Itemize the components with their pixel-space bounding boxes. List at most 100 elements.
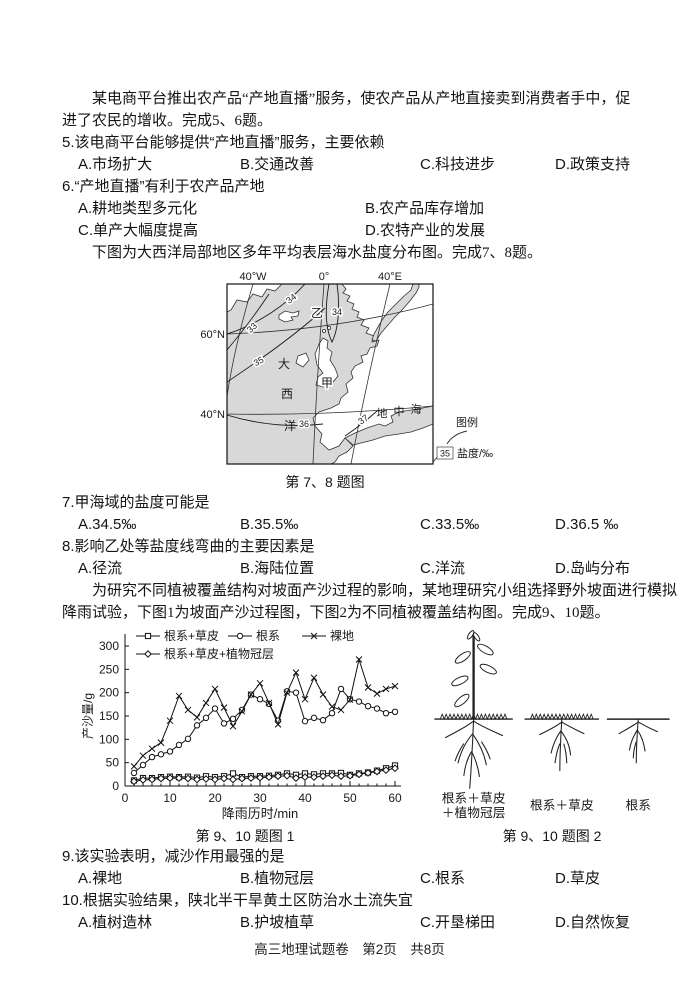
marker-diamond: [238, 774, 246, 783]
legend-sample-box: [436, 446, 454, 460]
plant-roots-only: [606, 718, 670, 764]
question-stem: 10.根据实验结果，陕北半干旱黄土区防治水土流失宜: [62, 892, 413, 909]
marker-x: [337, 706, 345, 714]
intro-map: 下图为大西洋局部地区多年平均表层海水盐度分布图。完成7、8题。: [92, 245, 543, 261]
marker-diamond: [391, 764, 399, 773]
marker-diamond: [382, 766, 390, 775]
options-row: A.裸地 B.植物冠层 C.根系 D.草皮: [62, 868, 664, 890]
plant-label-full-1: 根系＋草皮: [442, 790, 506, 805]
marker-diamond: [328, 771, 336, 780]
series-line: [133, 657, 396, 767]
plant-label-full-2: ＋植物冠层: [442, 805, 506, 820]
marker-diamond: [144, 650, 152, 658]
marker-square: [144, 632, 152, 640]
options-row: A.34.5‰ B.35.5‰ C.33.5‰ D.36.5 ‰: [62, 514, 664, 536]
root-system: [444, 719, 504, 789]
marker-circle: [166, 748, 174, 755]
x-axis-label: 降雨历时/min: [222, 806, 299, 821]
options-row: A.径流 B.海陆位置 C.洋流 D.岛屿分布: [62, 558, 664, 580]
isoline-36: [227, 414, 324, 426]
option-d: D.农特产业的发展: [365, 222, 486, 239]
map-frame: [226, 283, 434, 465]
marker-square: [229, 770, 237, 777]
marker-diamond: [184, 774, 192, 783]
leaf: [451, 675, 469, 687]
question-5: 5.该电商平台能够提供“产地直播”服务，主要依赖 A.市场扩大 B.交通改善 C…: [62, 132, 664, 176]
meridian-40w: [227, 284, 254, 397]
leaf: [466, 630, 475, 640]
marker-diamond: [355, 770, 363, 779]
marker-circle: [211, 705, 219, 712]
option-b: B.交通改善: [240, 156, 315, 173]
intro-line: 降雨试验，下图1为坡面产沙过程图，下图2为不同植被覆盖结构图。完成9、10题。: [62, 605, 610, 621]
option-c: C.根系: [420, 870, 466, 887]
marker-diamond: [301, 773, 309, 782]
lat-label-60n: 60°N: [200, 329, 225, 341]
map-caption: 第 7、8 题图: [285, 474, 365, 490]
marker-circle: [256, 696, 264, 703]
sediment-yield-chart: 0 50 100 150 200 250 300 0 10 20 30 40 50 60 降雨历时/min 产…: [81, 628, 402, 821]
marker-diamond: [292, 774, 300, 782]
marker-diamond: [319, 772, 327, 781]
x-tick-label: 10: [163, 791, 177, 805]
marker-diamond: [157, 774, 165, 783]
marker-diamond: [346, 771, 354, 780]
marker-circle: [355, 698, 363, 705]
lon-label-40w: 40°W: [239, 271, 267, 283]
marker-circle: [236, 632, 244, 640]
page-content: 某电商平台推出农产品“产地直播”服务，使农产品从产地直接卖到消费者手中，促 进了…: [62, 88, 677, 931]
legend-label: 根系+草皮+植物冠层: [164, 646, 274, 661]
salinity-map-figure: 40°W 0° 40°E 60°N 40°N: [189, 268, 664, 472]
y-tick-label: 50: [106, 756, 120, 770]
marker-x: [220, 704, 228, 711]
option-c: C.科技进步: [420, 156, 496, 173]
option-d: D.政策支持: [555, 156, 631, 173]
marker-diamond: [175, 774, 183, 782]
marker-x: [175, 692, 183, 700]
x-tick-label: 60: [388, 791, 402, 805]
marker-x: [193, 714, 201, 721]
page-footer: 高三地理试题卷 第2页 共8页: [254, 942, 445, 957]
parallel-60n: [227, 303, 433, 335]
meridian-40e: [350, 284, 391, 464]
option-b: B.护坡植草: [240, 914, 315, 931]
option-a: A.市场扩大: [78, 156, 153, 173]
legend-label: 根系: [256, 629, 280, 643]
map-legend-text: 盐度/‰: [457, 446, 493, 460]
marker-diamond: [337, 772, 345, 781]
marker-diamond: [220, 774, 228, 783]
plant-roots-grass: [524, 713, 600, 772]
question-7: 7.甲海域的盐度可能是 A.34.5‰ B.35.5‰ C.33.5‰ D.36…: [62, 492, 664, 536]
marker-x: [238, 707, 246, 715]
isoline-label-34b: 34: [332, 307, 342, 317]
iceland-island: [278, 310, 300, 323]
atlantic-label-3: 洋: [284, 418, 296, 433]
marker-circle: [391, 708, 399, 716]
option-b: B.海陆位置: [240, 560, 315, 577]
option-d: D.草皮: [555, 870, 601, 887]
marker-circle: [220, 720, 228, 727]
marker-x: [319, 691, 327, 698]
marker-circle: [319, 717, 327, 724]
intro-ecommerce: 某电商平台推出农产品“产地直播”服务，使农产品从产地直接卖到消费者手中，促 进了…: [62, 88, 664, 132]
med-label-3: 海: [411, 402, 422, 416]
marker-circle: [157, 751, 165, 758]
marker-x: [310, 674, 318, 682]
marker-diamond: [193, 775, 201, 784]
grass-tufts: [530, 713, 594, 721]
y-tick-label: 250: [99, 662, 119, 676]
plant-full-canopy: [434, 630, 513, 789]
atlantic-ocean: [227, 284, 380, 464]
marker-x: [373, 690, 381, 697]
options-row: A.市场扩大 B.交通改善 C.科技进步 D.政策支持: [62, 154, 664, 176]
marker-circle: [148, 753, 156, 761]
marker-circle: [292, 689, 300, 696]
salinity-isolines: [227, 284, 378, 437]
marker-x: [130, 763, 138, 770]
marker-x: [283, 689, 291, 697]
option-a: A.径流: [78, 560, 123, 577]
option-b: B.农产品库存增加: [365, 200, 485, 217]
option-a: A.耕地类型多元化: [78, 200, 198, 217]
y-tick-label: 100: [99, 732, 119, 746]
leaf: [454, 693, 470, 708]
